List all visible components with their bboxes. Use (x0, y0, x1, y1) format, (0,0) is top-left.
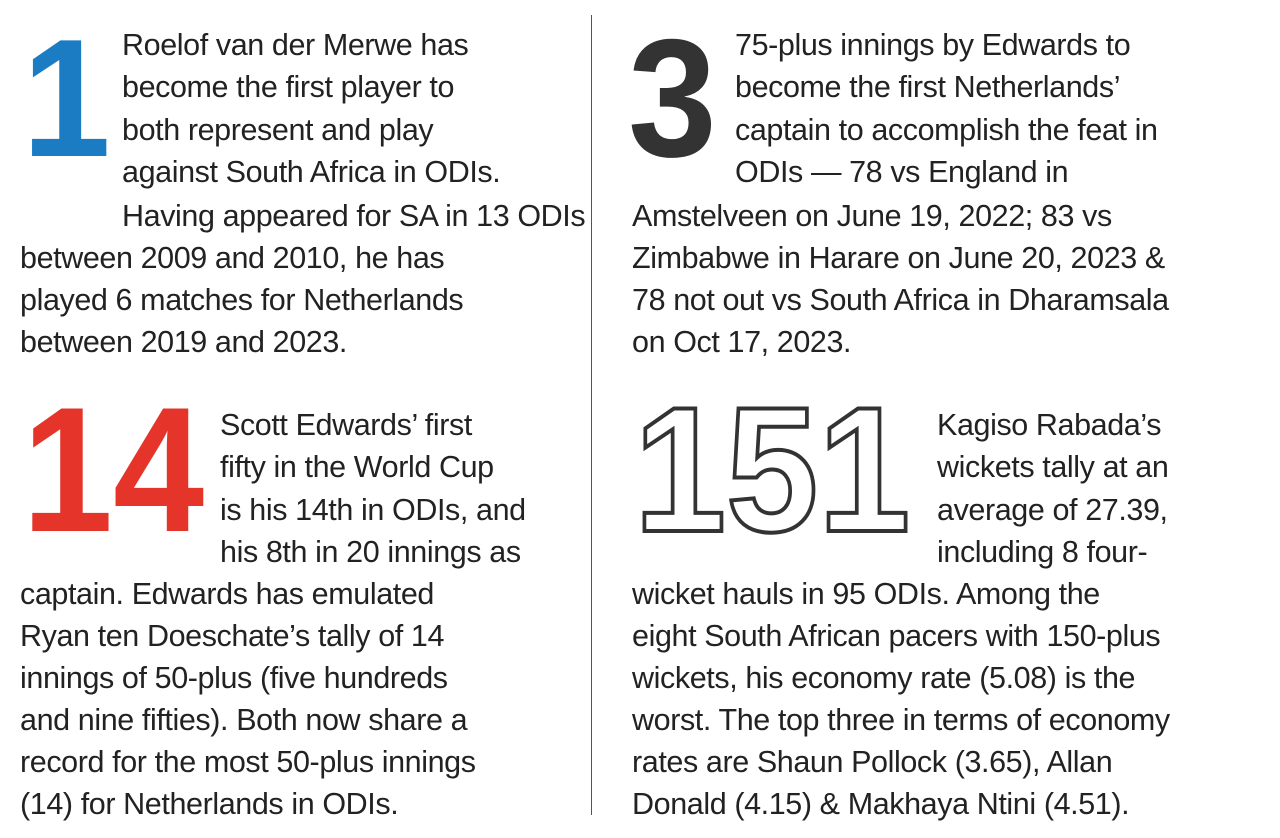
fact-text-line: Donald (4.15) & Makhaya Ntini (4.51). (632, 787, 1130, 821)
fact-text-line: 75-plus innings by Edwards to (735, 28, 1131, 62)
big-number-onefiftyone: 151 (632, 368, 912, 571)
fact-text-line: Scott Edwards’ first (220, 408, 472, 442)
fact-text-line: between 2019 and 2023. (20, 325, 347, 359)
fact-text-line: Ryan ten Doeschate’s tally of 14 (20, 619, 445, 653)
fact-text-line: his 8th in 20 innings as (220, 535, 521, 569)
fact-text-line: played 6 matches for Netherlands (20, 283, 464, 317)
fact-text-line: worst. The top three in terms of economy (632, 703, 1170, 737)
fact-text-line: between 2009 and 2010, he has (20, 241, 445, 275)
fact-text-line: fifty in the World Cup (220, 450, 494, 484)
fact-text-line: on Oct 17, 2023. (632, 325, 852, 359)
fact-text-line: captain to accomplish the feat in (735, 113, 1158, 147)
fact-text-line: 78 not out vs South Africa in Dharamsala (632, 283, 1169, 317)
fact-text-line: is his 14th in ODIs, and (220, 493, 526, 527)
fact-text-line: captain. Edwards has emulated (20, 577, 434, 611)
fact-text-line: against South Africa in ODIs. (122, 155, 501, 189)
fact-text-line: both represent and play (122, 113, 434, 147)
fact-text-line: average of 27.39, (937, 493, 1168, 527)
fact-text-line: Zimbabwe in Harare on June 20, 2023 & (632, 241, 1165, 275)
column-divider (591, 15, 592, 815)
big-number-three: 3 (628, 4, 717, 192)
fact-text-line: rates are Shaun Pollock (3.65), Allan (632, 745, 1113, 779)
fact-text-line: record for the most 50-plus innings (20, 745, 476, 779)
fact-text-line: become the first player to (122, 70, 455, 104)
fact-text-line: Roelof van der Merwe has (122, 28, 469, 62)
fact-text-line: Amstelveen on June 19, 2022; 83 vs (632, 199, 1112, 233)
fact-text-line: innings of 50-plus (five hundreds (20, 661, 448, 695)
big-number-fourteen: 14 (22, 370, 205, 569)
fact-text-line: Kagiso Rabada’s (937, 408, 1162, 442)
fact-text-line: wicket hauls in 95 ODIs. Among the (632, 577, 1100, 611)
fact-text-line: ODIs — 78 vs England in (735, 155, 1069, 189)
fact-text-line: and nine fifties). Both now share a (20, 703, 468, 737)
fact-text-line: (14) for Netherlands in ODIs. (20, 787, 399, 821)
big-number-one: 1 (22, 4, 111, 192)
fact-text-line: including 8 four- (937, 535, 1148, 569)
fact-text-line: become the first Netherlands’ (735, 70, 1121, 104)
fact-text-line: Having appeared for SA in 13 ODIs (122, 199, 586, 233)
fact-text-line: wickets tally at an (937, 450, 1169, 484)
fact-text-line: wickets, his economy rate (5.08) is the (632, 661, 1136, 695)
fact-text-line: eight South African pacers with 150-plus (632, 619, 1161, 653)
